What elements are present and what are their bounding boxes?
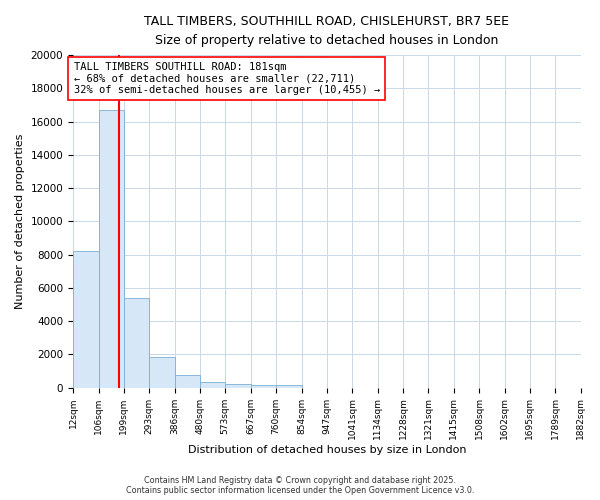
X-axis label: Distribution of detached houses by size in London: Distribution of detached houses by size … bbox=[188, 445, 466, 455]
Y-axis label: Number of detached properties: Number of detached properties bbox=[15, 134, 25, 309]
Title: TALL TIMBERS, SOUTHHILL ROAD, CHISLEHURST, BR7 5EE
Size of property relative to : TALL TIMBERS, SOUTHHILL ROAD, CHISLEHURS… bbox=[144, 15, 509, 47]
Bar bbox=[175, 375, 200, 388]
Bar bbox=[225, 384, 251, 388]
Bar bbox=[200, 382, 225, 388]
Bar bbox=[149, 357, 175, 388]
Bar bbox=[251, 385, 276, 388]
Bar bbox=[98, 110, 124, 388]
Bar bbox=[124, 298, 149, 388]
Bar bbox=[73, 252, 98, 388]
Text: Contains HM Land Registry data © Crown copyright and database right 2025.
Contai: Contains HM Land Registry data © Crown c… bbox=[126, 476, 474, 495]
Text: TALL TIMBERS SOUTHILL ROAD: 181sqm
← 68% of detached houses are smaller (22,711): TALL TIMBERS SOUTHILL ROAD: 181sqm ← 68%… bbox=[74, 62, 380, 95]
Bar bbox=[276, 386, 302, 388]
